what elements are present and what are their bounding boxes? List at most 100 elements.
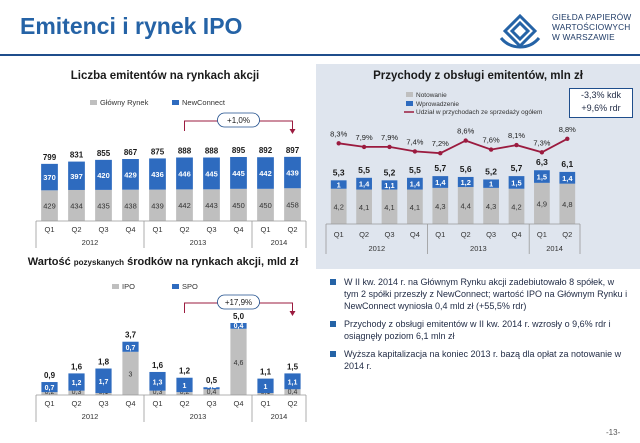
bar-value-label: 4,4 — [460, 202, 470, 211]
x-tick-label: Q4 — [125, 225, 135, 234]
bar-notowanie — [457, 187, 474, 224]
bar-spo — [203, 387, 220, 390]
bar-ipo — [149, 390, 166, 395]
bar-newconnect — [41, 163, 58, 191]
bar-total-label: 5,7 — [434, 163, 446, 173]
bar-notowanie — [330, 188, 347, 224]
share-label: 8,8% — [559, 125, 576, 134]
bar-ipo — [284, 389, 301, 395]
bar-value-label: 0,4 — [288, 389, 298, 396]
chart3-title-part3: środków na rynkach akcji, mld zł — [124, 256, 299, 268]
bar-value-label: 450 — [232, 201, 245, 210]
bar-value-label: 1,1 — [288, 379, 298, 386]
bar-value-label: 397 — [70, 172, 83, 181]
x-tick-label: Q4 — [410, 230, 420, 239]
bar-główny-rynek — [95, 189, 112, 221]
bar-total-label: 5,7 — [511, 163, 523, 173]
x-tick-label: Q1 — [260, 399, 270, 408]
share-label: 8,6% — [457, 127, 474, 136]
chart1-change-badge-text: +1,0% — [227, 116, 250, 125]
bar-total-label: 895 — [232, 146, 246, 155]
legend-swatch-0 — [90, 100, 97, 105]
bar-value-label: 450 — [259, 201, 272, 210]
legend-label-0: IPO — [122, 282, 135, 291]
bar-ipo — [203, 389, 220, 395]
chart3-title-part1: Wartość — [27, 256, 74, 268]
bar-value-label: 0,7 — [45, 385, 55, 392]
x-tick-label: Q2 — [359, 230, 369, 239]
legend-swatch-1 — [172, 100, 179, 105]
x-tick-label: Q4 — [233, 399, 243, 408]
x-tick-label: Q2 — [179, 399, 189, 408]
year-label: 2014 — [271, 238, 288, 247]
share-label: 8,1% — [508, 131, 525, 140]
header: Emitenci i rynek IPO GIEŁDA PAPIERÓW WAR… — [0, 0, 640, 58]
share-label: 7,9% — [381, 133, 398, 142]
bar-value-label: 442 — [259, 169, 272, 178]
logo-line-2: WARTOŚCIOWYCH — [552, 22, 631, 32]
bar-total-label: 831 — [70, 151, 84, 160]
share-label: 7,3% — [533, 138, 550, 147]
x-tick-label: Q1 — [152, 225, 162, 234]
bar-newconnect — [284, 156, 301, 189]
bar-value-label: 4,3 — [486, 202, 496, 211]
bar-wprowadzenie — [457, 176, 474, 188]
bar-główny-rynek — [284, 188, 301, 221]
bar-spo — [41, 382, 58, 393]
x-tick-label: Q2 — [287, 399, 297, 408]
bar-value-label: 1,4 — [562, 174, 573, 183]
bar-value-label: 4,8 — [562, 200, 572, 209]
bar-value-label: 4,3 — [435, 202, 445, 211]
share-line — [338, 138, 568, 155]
bar-total-label: 875 — [151, 147, 165, 156]
x-tick-label: Q3 — [206, 399, 216, 408]
bar-spo — [284, 373, 301, 390]
bar-ipo — [230, 328, 247, 395]
chart1-svg: Główny Rynek NewConnect 429 370 799 Q1 434 397 8… — [35, 98, 307, 248]
x-tick-label: Q3 — [98, 225, 108, 234]
bullet-item: Wyższa kapitalizacja na koniec 2013 r. b… — [330, 348, 630, 372]
legend-swatch-0 — [112, 284, 119, 289]
bar-ipo — [122, 351, 139, 395]
bar-wprowadzenie — [483, 179, 499, 188]
share-label: 7,2% — [432, 139, 449, 148]
bar-główny-rynek — [68, 189, 85, 221]
bar-value-label: 436 — [151, 170, 164, 179]
bar-value-label: 439 — [286, 169, 299, 178]
bar-notowanie — [508, 188, 525, 224]
bar-total-label: 888 — [178, 147, 192, 156]
x-tick-label: Q2 — [287, 225, 297, 234]
share-label: 7,9% — [356, 133, 373, 142]
bar-value-label: 438 — [124, 201, 137, 210]
bar-wprowadzenie — [330, 180, 347, 189]
x-tick-label: Q2 — [562, 230, 572, 239]
x-tick-label: Q3 — [486, 230, 496, 239]
share-point — [361, 144, 367, 150]
bar-total-label: 1,6 — [71, 362, 83, 371]
x-tick-label: Q4 — [233, 225, 243, 234]
year-label: 2012 — [82, 238, 99, 247]
page-title: Emitenci i rynek IPO — [20, 13, 243, 39]
bar-wprowadzenie — [381, 180, 398, 190]
chart2-change-box: -3,3% kdk +9,6% rdr — [569, 88, 633, 118]
logo-line-1: GIEŁDA PAPIERÓW — [552, 12, 632, 22]
bar-value-label: 4,1 — [359, 203, 369, 212]
bar-ipo — [68, 390, 85, 395]
bar-value-label: 1,4 — [435, 178, 446, 187]
x-tick-label: Q1 — [537, 230, 547, 239]
bar-wprowadzenie — [356, 177, 372, 190]
bar-total-label: 799 — [43, 153, 57, 162]
share-point — [514, 142, 519, 148]
x-tick-label: Q1 — [260, 225, 270, 234]
legend-swatch-1 — [172, 284, 179, 289]
logo-text: GIEŁDA PAPIERÓW WARTOŚCIOWYCH W WARSZAWI… — [552, 12, 631, 42]
page-number: -13- — [606, 428, 621, 437]
bar-total-label: 0,9 — [44, 371, 56, 380]
share-label: 7,4% — [406, 137, 423, 146]
bar-total-label: 5,5 — [358, 165, 370, 175]
chart1-change-badge — [217, 112, 260, 128]
share-point — [387, 144, 392, 150]
chart3-change-arrow-icon — [289, 311, 296, 316]
bar-total-label: 5,0 — [233, 312, 245, 321]
bar-total-label: 5,2 — [485, 166, 497, 176]
